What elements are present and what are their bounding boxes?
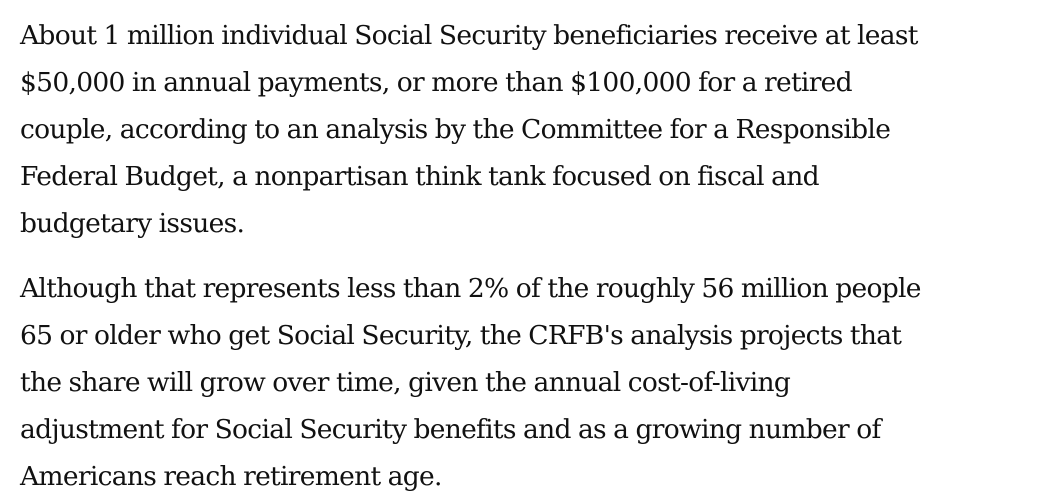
paragraph-2: Although that represents less than 2% of…	[20, 265, 1030, 500]
text-line: the share will grow over time, given the…	[20, 367, 791, 398]
text-line: adjustment for Social Security benefits …	[20, 414, 881, 445]
text-line: $50,000 in annual payments, or more than…	[20, 67, 853, 98]
article-body: About 1 million individual Social Securi…	[20, 12, 1030, 500]
text-line: 65 or older who get Social Security, the…	[20, 320, 902, 351]
text-line: budgetary issues.	[20, 208, 245, 239]
text-line: Federal Budget, a nonpartisan think tank…	[20, 161, 820, 192]
text-line: Although that represents less than 2% of…	[20, 273, 921, 304]
paragraph-1: About 1 million individual Social Securi…	[20, 12, 1030, 247]
text-line: Americans reach retirement age.	[20, 461, 442, 492]
text-line: couple, according to an analysis by the …	[20, 114, 891, 145]
paragraph-spacer	[20, 247, 1030, 265]
text-line: About 1 million individual Social Securi…	[20, 20, 918, 51]
